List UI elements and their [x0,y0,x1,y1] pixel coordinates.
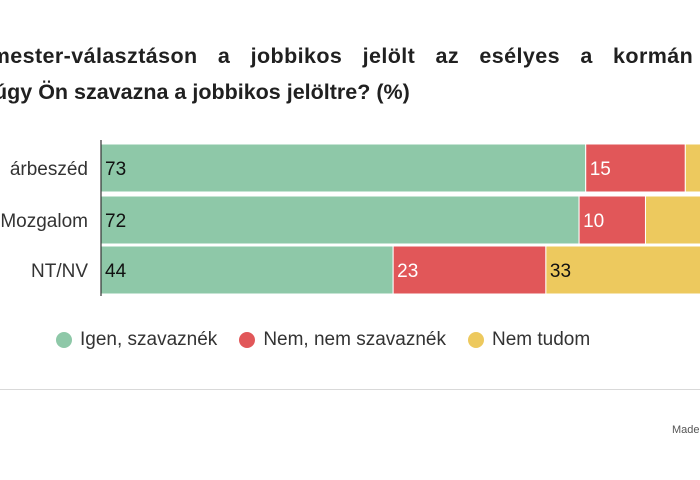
bar-segment [545,245,700,295]
chart-title-line-2: úgy Ön szavazna a jobbikos jelöltre? (%) [0,80,410,104]
legend-label: Nem, nem szavaznék [263,329,446,350]
bar-value-label: 23 [397,261,418,282]
legend-item: Nem, nem szavaznék [239,329,446,351]
legend-label: Igen, szavaznék [80,329,218,350]
category-label: NT/NV [31,261,88,282]
bar-segment [100,143,587,193]
bar-segment [100,195,580,245]
chart-legend: Igen, szavaznék Nem, nem szavaznék Nem tud… [56,328,612,352]
legend-swatch [56,332,72,348]
bar-value-label: 15 [590,159,611,180]
legend-item: Igen, szavaznék [56,329,217,351]
bar-segment [585,143,686,193]
legend-swatch [468,332,484,348]
chart-title-line-1: rmester-választáson a jobbikos jelölt az… [0,44,694,68]
bar-value-label: 10 [583,211,604,232]
legend-item: Nem tudom [468,329,590,351]
footer-divider [0,389,700,390]
stacked-bar-chart: árbeszéd 73 15 Mozgalom 72 10 NT/NV 44 23 33 [0,140,700,296]
bar-value-label: 72 [105,211,126,232]
legend-label: Nem tudom [492,329,591,350]
chart-title: rmester-választáson a jobbikos jelölt az… [0,38,700,110]
bar-segment [100,245,394,295]
bar-value-label: 44 [105,261,127,282]
credit-text: Made [672,424,700,436]
bar-segment [644,195,700,245]
category-label: Mozgalom [0,211,88,232]
bar-segment [684,143,700,193]
legend-swatch [239,332,256,348]
category-label: árbeszéd [10,159,88,180]
bar-value-label: 73 [105,159,126,180]
bar-value-label: 33 [550,261,571,282]
